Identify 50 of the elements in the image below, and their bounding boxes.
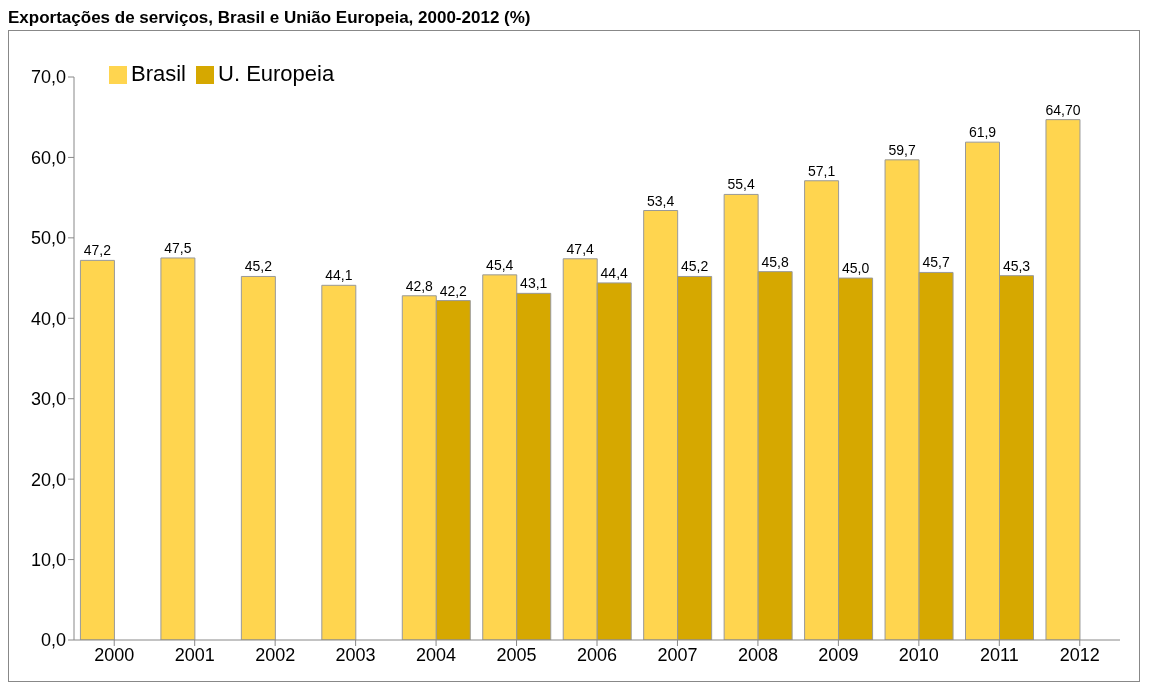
x-tick-label: 2000 (94, 644, 135, 665)
bar (321, 284, 357, 640)
data-label: 59,7 (888, 141, 916, 158)
bar (1045, 119, 1081, 640)
data-label: 61,9 (968, 124, 997, 141)
chart-title: Exportações de serviços, Brasil e União Europeia, 2000-2012 (%) (8, 8, 532, 29)
data-label: 64,70 (1045, 101, 1081, 118)
data-label: 45,8 (761, 253, 789, 270)
x-tick-label: 2005 (496, 644, 537, 665)
x-tick-label: 2011 (979, 644, 1019, 665)
data-label: 45,0 (841, 260, 870, 277)
data-label: 42,2 (439, 282, 468, 299)
x-tick-label: 2012 (1059, 644, 1100, 665)
x-tick-label: 2006 (576, 644, 618, 665)
x-tick-label: 2008 (737, 644, 778, 665)
x-tick-label: 2010 (898, 644, 939, 665)
bar (240, 275, 276, 640)
bar (160, 257, 196, 640)
y-tick-label: 0,0 (40, 630, 66, 651)
data-label: 55,4 (727, 176, 755, 193)
x-tick-label: 2004 (416, 644, 457, 665)
data-label: 45,2 (681, 258, 709, 275)
legend-label: Brasil (131, 61, 187, 86)
data-label: 42,8 (405, 277, 434, 294)
data-label: 53,4 (647, 192, 675, 209)
data-label: 43,1 (520, 275, 548, 292)
data-label: 57,1 (807, 162, 836, 179)
x-tick-label: 2001 (174, 644, 215, 665)
x-tick-label: 2002 (255, 644, 296, 665)
x-tick-label: 2003 (335, 644, 376, 665)
data-label: 44,1 (325, 267, 353, 284)
bar (79, 259, 115, 640)
x-tick-label: 2007 (657, 644, 698, 665)
y-tick-label: 10,0 (30, 549, 66, 570)
data-label: 45,4 (486, 256, 514, 273)
data-label: 45,7 (922, 254, 950, 271)
y-tick-label: 50,0 (30, 228, 66, 249)
legend-label: U. Europeia (218, 61, 335, 86)
data-label: 47,4 (566, 240, 595, 257)
y-tick-label: 70,0 (30, 67, 66, 88)
y-tick-label: 30,0 (30, 389, 66, 410)
data-label: 47,2 (83, 242, 112, 259)
data-label: 44,4 (600, 264, 629, 281)
y-tick-label: 60,0 (30, 147, 66, 168)
y-tick-label: 20,0 (30, 469, 66, 490)
y-tick-label: 40,0 (30, 308, 66, 329)
x-tick-label: 2009 (818, 644, 859, 665)
data-label: 45,3 (1002, 257, 1031, 274)
data-label: 47,5 (164, 239, 192, 256)
data-label: 45,2 (244, 258, 273, 275)
